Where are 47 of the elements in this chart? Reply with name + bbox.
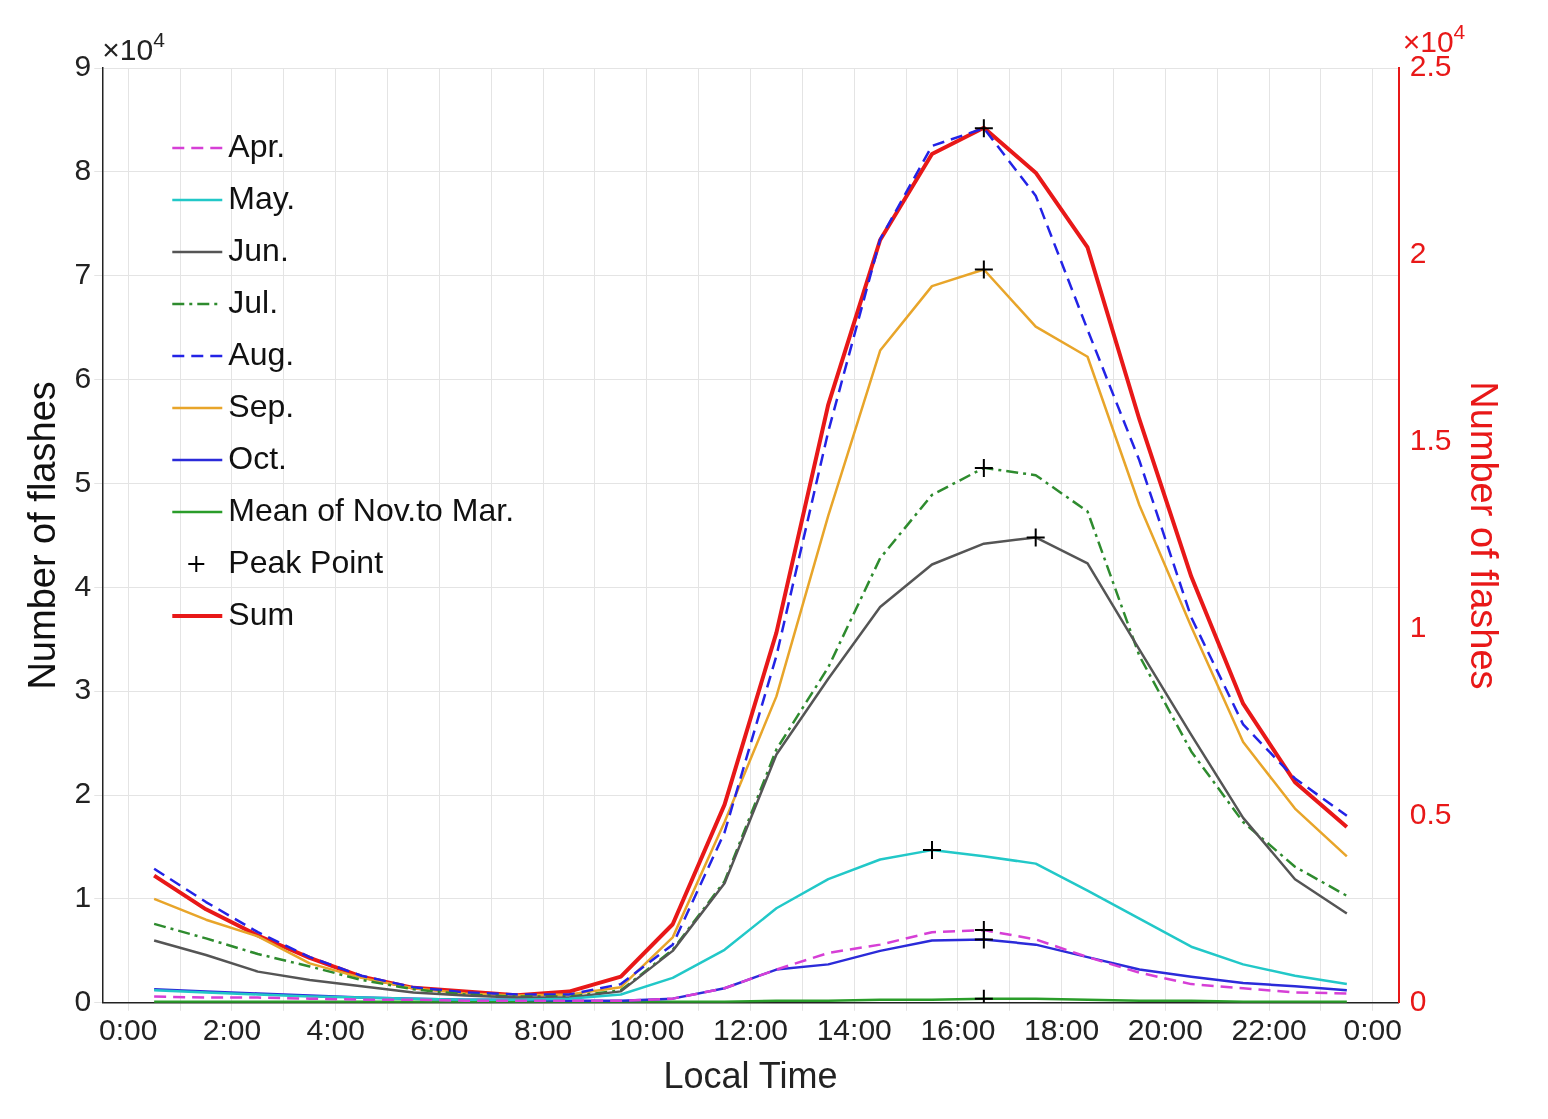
x-tick-label: 20:00 xyxy=(1127,1013,1203,1047)
point xyxy=(973,929,994,950)
x-tick-label: 6:00 xyxy=(410,1013,469,1047)
x-tick-label: 18:00 xyxy=(1024,1013,1100,1047)
y2-tick-label: 0.5 xyxy=(1409,797,1452,831)
legend-label: Jul. xyxy=(228,283,279,320)
y-tick-label: 1 xyxy=(74,880,92,914)
legend-label: Sep. xyxy=(228,387,295,424)
y-tick-label: 0 xyxy=(74,984,92,1018)
y-axis-title: Number of flashes xyxy=(21,381,64,690)
legend-label: Mean of Nov.to Mar. xyxy=(228,491,515,528)
x-tick-label: 22:00 xyxy=(1231,1013,1307,1047)
x-tick-label: 16:00 xyxy=(920,1013,996,1047)
point xyxy=(973,259,994,280)
legend-label: May. xyxy=(228,179,296,216)
y2-tick-label: 2 xyxy=(1409,236,1427,270)
y2-tick-label: 1.5 xyxy=(1409,423,1452,457)
x-tick-label: 4:00 xyxy=(306,1013,365,1047)
y-tick-label: 2 xyxy=(74,776,92,810)
y-tick-label: 3 xyxy=(74,672,92,706)
point xyxy=(921,840,942,861)
x-tick-label: 2:00 xyxy=(202,1013,262,1047)
y-tick-label: 5 xyxy=(74,464,92,498)
legend-label: Apr. xyxy=(228,127,286,164)
point xyxy=(973,457,994,478)
y2-tick-label: 1 xyxy=(1409,610,1427,644)
y2-axis-title: Number of flashes xyxy=(1462,381,1505,690)
y-tick-label: 6 xyxy=(74,360,92,394)
legend-label: Oct. xyxy=(228,439,287,476)
legend-label: Sum xyxy=(228,595,295,632)
x-axis-title: Local Time xyxy=(663,1055,838,1097)
y-tick-label: 4 xyxy=(74,568,92,602)
x-tick-label: 10:00 xyxy=(609,1013,685,1047)
x-tick-label: 0:00 xyxy=(99,1013,158,1047)
y-tick-label: 8 xyxy=(74,153,92,187)
y-tick-label: 9 xyxy=(74,49,92,83)
legend-label: Aug. xyxy=(228,335,295,372)
legend-label: Jun. xyxy=(228,231,289,268)
legend-label: Peak Point xyxy=(228,543,384,580)
point xyxy=(973,118,994,139)
point xyxy=(1025,527,1046,548)
y-tick-label: 7 xyxy=(74,257,92,290)
x-tick-label: 8:00 xyxy=(513,1013,573,1047)
x-tick-label: 14:00 xyxy=(816,1013,892,1047)
x-tick-label: 0:00 xyxy=(1343,1013,1402,1047)
x-tick-label: 12:00 xyxy=(712,1013,789,1047)
y2-tick-label: 0 xyxy=(1409,984,1427,1018)
